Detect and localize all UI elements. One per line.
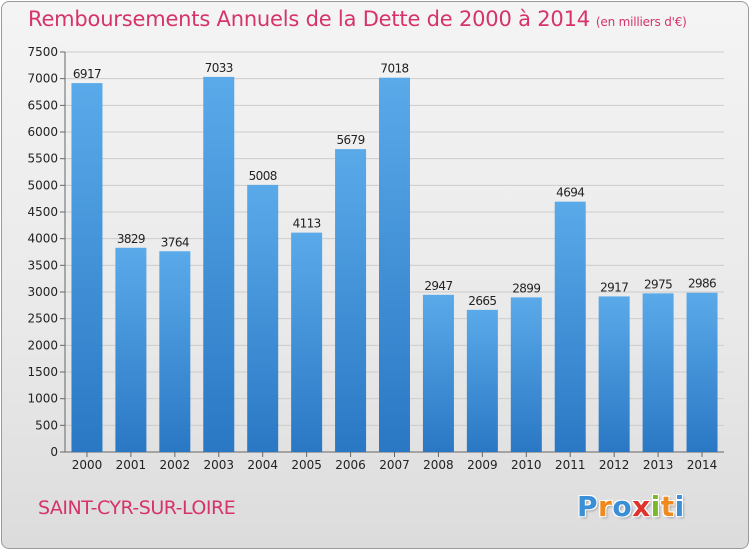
bar bbox=[115, 247, 147, 452]
bar bbox=[335, 149, 367, 452]
bar-value-label: 2917 bbox=[600, 280, 628, 294]
x-tick-label: 2009 bbox=[467, 458, 498, 472]
x-tick-label: 2001 bbox=[116, 458, 147, 472]
x-tick-label: 2007 bbox=[379, 458, 410, 472]
logo-letter: i bbox=[674, 490, 685, 523]
y-tick-label: 5500 bbox=[27, 152, 58, 166]
chart-unit-note: (en milliers d'€) bbox=[595, 15, 687, 29]
chart-title: Remboursements Annuels de la Dette de 20… bbox=[28, 7, 687, 31]
bar-value-label: 2986 bbox=[688, 277, 716, 291]
bar-value-label: 7018 bbox=[380, 62, 408, 76]
x-tick-label: 2006 bbox=[335, 458, 366, 472]
bar bbox=[379, 77, 410, 452]
bar-value-label: 2899 bbox=[512, 281, 540, 295]
chart-title-text: Remboursements Annuels de la Dette de 20… bbox=[28, 7, 590, 31]
bar bbox=[554, 201, 586, 452]
proxiti-logo: Proxiti bbox=[577, 490, 685, 523]
bar-value-label: 5008 bbox=[249, 169, 277, 183]
logo-letter: o bbox=[612, 490, 633, 523]
bar bbox=[510, 297, 542, 452]
y-tick-label: 3500 bbox=[27, 258, 58, 272]
logo-letter: r bbox=[598, 490, 613, 523]
logo-letter: i bbox=[650, 490, 661, 523]
bar bbox=[247, 184, 279, 452]
y-tick-labels: 0 500 1000 1500 2000 2500 3000 3500 4000 4500 5000… bbox=[27, 45, 58, 459]
y-tick-label: 5000 bbox=[27, 178, 58, 192]
y-tick-label: 0 bbox=[50, 445, 58, 459]
x-tick-label: 2010 bbox=[511, 458, 542, 472]
y-tick-label: 7500 bbox=[27, 45, 58, 59]
x-tick-label: 2011 bbox=[555, 458, 586, 472]
logo-letter: P bbox=[577, 490, 599, 523]
y-tick-label: 500 bbox=[35, 418, 58, 432]
x-tick-label: 2002 bbox=[160, 458, 191, 472]
y-tick-label: 2500 bbox=[27, 312, 58, 326]
bar bbox=[422, 294, 454, 452]
y-tick-label: 2000 bbox=[27, 338, 58, 352]
logo-letter: t bbox=[660, 490, 675, 523]
logo-letter: x bbox=[632, 490, 651, 523]
x-tick-label: 2012 bbox=[599, 458, 630, 472]
bar-value-label: 2947 bbox=[424, 279, 452, 293]
bar-value-label: 7033 bbox=[205, 61, 233, 75]
location-name: SAINT-CYR-SUR-LOIRE bbox=[38, 497, 236, 519]
bars bbox=[71, 76, 718, 453]
y-tick-label: 6500 bbox=[27, 98, 58, 112]
y-tick-label: 1000 bbox=[27, 392, 58, 406]
x-tick-label: 2013 bbox=[643, 458, 674, 472]
bar-value-label: 5679 bbox=[336, 133, 364, 147]
bar-value-label: 4694 bbox=[556, 186, 584, 200]
bar-value-label: 2665 bbox=[468, 294, 496, 308]
y-tick-label: 6000 bbox=[27, 125, 58, 139]
bar bbox=[466, 309, 498, 452]
x-tick-label: 2005 bbox=[291, 458, 322, 472]
bar bbox=[686, 292, 718, 452]
bar-value-label: 4113 bbox=[293, 217, 321, 231]
bar bbox=[598, 296, 630, 452]
y-tick-label: 4000 bbox=[27, 232, 58, 246]
bar-value-label: 3764 bbox=[161, 235, 189, 249]
y-tick-label: 1500 bbox=[27, 365, 58, 379]
y-tick-label: 7000 bbox=[27, 72, 58, 86]
bar bbox=[291, 232, 323, 452]
bar bbox=[642, 293, 674, 452]
y-tick-label: 3000 bbox=[27, 285, 58, 299]
bar-value-label: 3829 bbox=[117, 232, 145, 246]
x-tick-label: 2008 bbox=[423, 458, 454, 472]
x-tick-label: 2014 bbox=[687, 458, 718, 472]
bar-value-label: 6917 bbox=[73, 67, 101, 81]
bar bbox=[71, 83, 103, 453]
x-tick-label: 2004 bbox=[247, 458, 278, 472]
bar bbox=[159, 251, 191, 452]
x-tick-label: 2000 bbox=[72, 458, 103, 472]
bar-value-labels: 6917 3829 3764 7033 5008 4113 5679 7018 2947 2665… bbox=[73, 61, 717, 308]
x-tick-labels: 2000 2001 2002 2003 2004 2005 2006 2007 2008 2009… bbox=[72, 458, 718, 472]
bar-value-label: 2975 bbox=[644, 277, 672, 291]
y-tick-label: 4500 bbox=[27, 205, 58, 219]
x-tick-label: 2003 bbox=[203, 458, 234, 472]
bar bbox=[203, 76, 235, 452]
